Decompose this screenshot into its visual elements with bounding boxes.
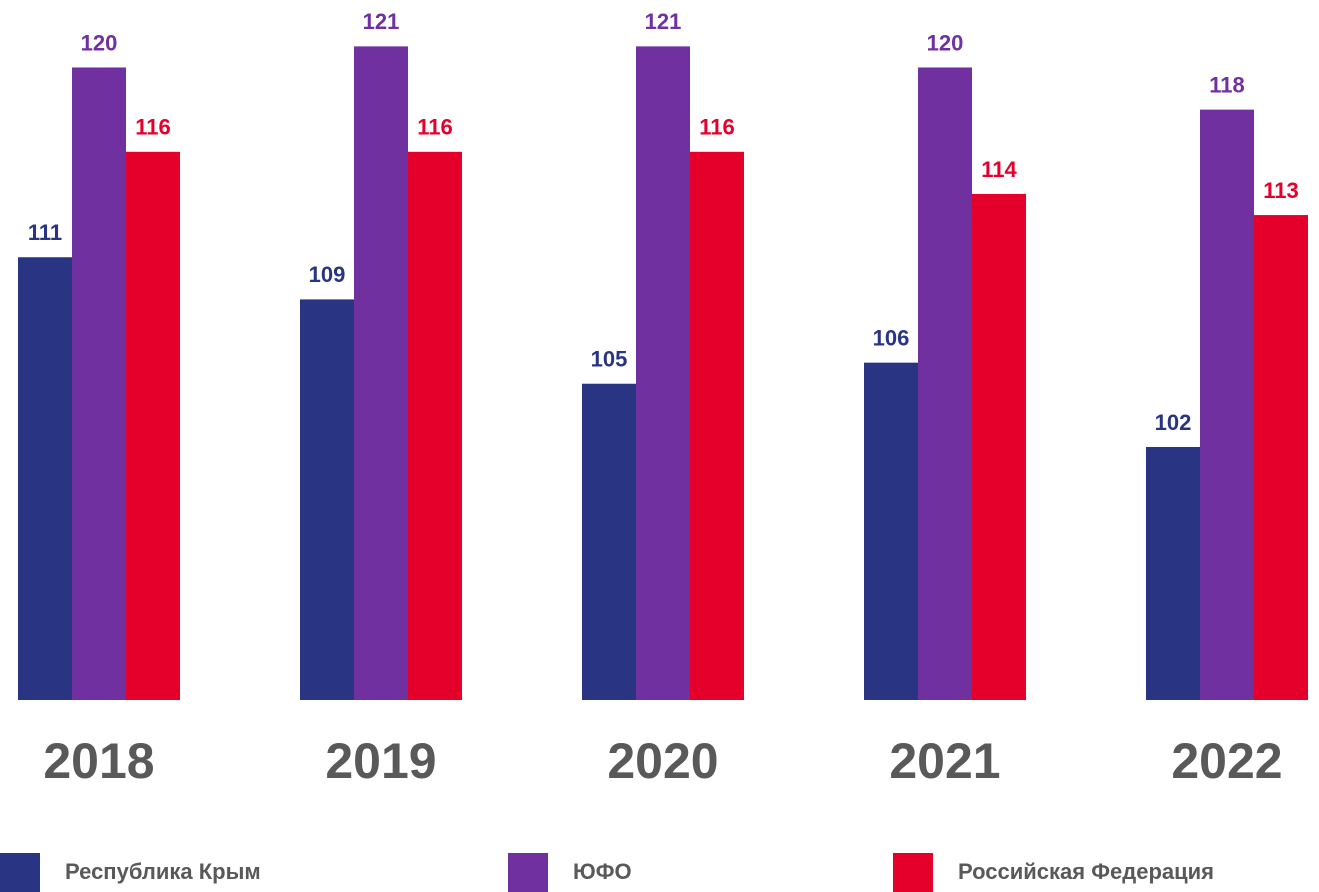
bar	[636, 46, 690, 700]
data-label: 116	[417, 115, 453, 140]
data-label: 114	[981, 157, 1017, 182]
bar	[18, 257, 72, 700]
legend-label: ЮФО	[573, 859, 632, 884]
bar	[582, 383, 636, 700]
bar	[972, 193, 1026, 701]
x-tick-label: 2018	[43, 733, 154, 789]
data-label: 120	[927, 30, 964, 55]
legend-swatch	[508, 853, 548, 892]
data-label: 121	[363, 9, 400, 34]
bar	[864, 362, 918, 700]
x-tick-label: 2019	[325, 733, 436, 789]
legend-swatch	[893, 853, 933, 892]
bar	[126, 151, 180, 700]
data-label: 118	[1209, 72, 1245, 97]
x-tick-label: 2022	[1171, 733, 1282, 789]
data-label: 116	[135, 115, 171, 140]
legend-label: Республика Крым	[65, 859, 261, 884]
bar	[1200, 109, 1254, 701]
data-label: 106	[873, 325, 910, 350]
legend-label: Российская Федерация	[958, 859, 1214, 884]
bar	[918, 67, 972, 701]
data-label: 102	[1155, 410, 1192, 435]
bar	[1254, 215, 1308, 700]
bar	[300, 299, 354, 700]
x-tick-label: 2021	[889, 733, 1000, 789]
data-label: 120	[81, 30, 118, 55]
bar	[72, 67, 126, 701]
data-label: 111	[28, 220, 62, 245]
data-label: 109	[309, 262, 346, 287]
legend-swatch	[0, 853, 40, 892]
bar	[408, 151, 462, 700]
data-label: 116	[699, 115, 735, 140]
data-label: 105	[591, 347, 628, 372]
data-label: 113	[1263, 178, 1299, 203]
bar	[354, 46, 408, 700]
bar	[1146, 446, 1200, 700]
x-tick-label: 2020	[607, 733, 718, 789]
data-label: 121	[645, 9, 682, 34]
bar	[690, 151, 744, 700]
